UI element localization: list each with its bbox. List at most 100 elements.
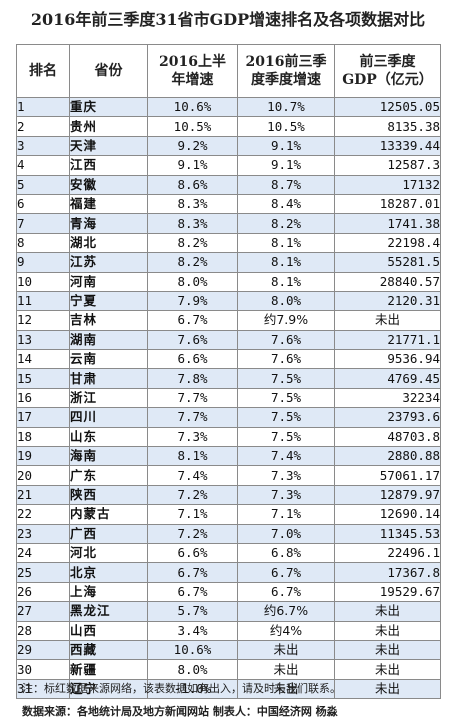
table-row: 14 云南 6.6% 7.6% 9536.94 xyxy=(16,349,441,370)
q3-growth-cell: 8.1% xyxy=(237,232,335,254)
q3-growth-cell: 8.1% xyxy=(237,271,335,292)
rank-cell: 17 xyxy=(16,407,70,428)
q3-growth-cell: 10.7% xyxy=(237,96,335,118)
q3-growth-cell: 9.1% xyxy=(237,135,335,157)
table-row: 29 西藏 10.6% 未出 未出 xyxy=(16,639,441,661)
rank-cell: 13 xyxy=(16,329,70,351)
h1-growth-cell: 10.6% xyxy=(147,639,238,661)
rank-cell: 14 xyxy=(16,349,70,370)
rank-cell: 7 xyxy=(16,213,70,234)
table-row: 2 贵州 10.5% 10.5% 8135.38 xyxy=(16,116,441,137)
table-row: 3 天津 9.2% 9.1% 13339.44 xyxy=(16,135,441,157)
rank-cell: 24 xyxy=(16,542,70,564)
province-cell: 山东 xyxy=(69,426,148,448)
gdp-cell: 2880.88 xyxy=(334,446,441,467)
rank-cell: 27 xyxy=(16,601,70,622)
table-row: 7 青海 8.3% 8.2% 1741.38 xyxy=(16,213,441,234)
table-row: 27 黑龙江 5.7% 约6.7% 未出 xyxy=(16,601,441,622)
province-cell: 湖北 xyxy=(69,232,148,254)
rank-cell: 21 xyxy=(16,484,70,506)
table-header-row: 排名 省份 2016上半 年增速 2016前三季 度季度增速 前三季度 GDP（… xyxy=(16,44,441,98)
gdp-cell: 1741.38 xyxy=(334,213,441,234)
province-cell: 宁夏 xyxy=(69,290,148,312)
table-row: 18 山东 7.3% 7.5% 48703.8 xyxy=(16,426,441,448)
q3-growth-cell: 7.5% xyxy=(237,407,335,428)
h1-growth-cell: 8.0% xyxy=(147,659,238,680)
table-row: 16 浙江 7.7% 7.5% 32234 xyxy=(16,387,441,409)
table-row: 20 广东 7.4% 7.3% 57061.17 xyxy=(16,465,441,486)
gdp-cell: 19529.67 xyxy=(334,581,441,603)
table-row: 19 海南 8.1% 7.4% 2880.88 xyxy=(16,446,441,467)
table-row: 1 重庆 10.6% 10.7% 12505.05 xyxy=(16,96,441,118)
rank-cell: 28 xyxy=(16,620,70,641)
table-row: 8 湖北 8.2% 8.1% 22198.4 xyxy=(16,232,441,254)
table-row: 30 新疆 8.0% 未出 未出 xyxy=(16,659,441,680)
rank-cell: 1 xyxy=(16,96,70,118)
h1-growth-cell: 8.2% xyxy=(147,252,238,273)
q3-growth-cell: 7.3% xyxy=(237,484,335,506)
table-row: 4 江西 9.1% 9.1% 12587.3 xyxy=(16,155,441,176)
table-row: 12 吉林 6.7% 约7.9% 未出 xyxy=(16,310,441,331)
q3-growth-cell: 8.1% xyxy=(237,252,335,273)
h1-growth-cell: 7.9% xyxy=(147,290,238,312)
footnote: 注：标红数据来源网络，该表数据如有出入，请及时与我们联系。 xyxy=(22,682,341,695)
h1-growth-cell: 10.6% xyxy=(147,96,238,118)
q3-growth-cell: 7.5% xyxy=(237,387,335,409)
gdp-cell: 17367.8 xyxy=(334,562,441,583)
gdp-cell: 55281.5 xyxy=(334,252,441,273)
rank-cell: 20 xyxy=(16,465,70,486)
h1-growth-cell: 7.1% xyxy=(147,504,238,525)
province-cell: 新疆 xyxy=(69,659,148,680)
header-gdp-line1: 前三季度 xyxy=(359,54,416,70)
table-row: 25 北京 6.7% 6.7% 17367.8 xyxy=(16,562,441,583)
h1-growth-cell: 8.2% xyxy=(147,232,238,254)
h1-growth-cell: 8.3% xyxy=(147,193,238,215)
header-h1-line1: 2016上半 xyxy=(159,54,226,70)
province-cell: 海南 xyxy=(69,446,148,467)
header-q3-line2: 度季度增速 xyxy=(251,72,321,88)
table-row: 11 宁夏 7.9% 8.0% 2120.31 xyxy=(16,290,441,312)
data-source: 数据来源：各地统计局及地方新闻网站 制表人：中国经济网 杨淼 xyxy=(22,705,338,718)
q3-growth-cell: 7.6% xyxy=(237,349,335,370)
province-cell: 甘肃 xyxy=(69,368,148,389)
h1-growth-cell: 5.7% xyxy=(147,601,238,622)
gdp-cell: 23793.6 xyxy=(334,407,441,428)
rank-cell: 26 xyxy=(16,581,70,603)
gdp-cell: 17132 xyxy=(334,174,441,195)
gdp-cell: 4769.45 xyxy=(334,368,441,389)
h1-growth-cell: 6.7% xyxy=(147,310,238,331)
h1-growth-cell: 7.3% xyxy=(147,426,238,448)
gdp-cell: 8135.38 xyxy=(334,116,441,137)
gdp-cell: 32234 xyxy=(334,387,441,409)
q3-growth-cell: 8.2% xyxy=(237,213,335,234)
header-q3-line1: 2016前三季 xyxy=(245,54,327,70)
q3-growth-cell: 7.5% xyxy=(237,368,335,389)
province-cell: 江西 xyxy=(69,155,148,176)
province-cell: 内蒙古 xyxy=(69,504,148,525)
rank-cell: 19 xyxy=(16,446,70,467)
q3-growth-cell: 8.7% xyxy=(237,174,335,195)
h1-growth-cell: 6.6% xyxy=(147,542,238,564)
header-rank: 排名 xyxy=(16,44,70,98)
gdp-cell: 未出 xyxy=(334,659,441,680)
province-cell: 天津 xyxy=(69,135,148,157)
h1-growth-cell: 6.7% xyxy=(147,562,238,583)
rank-cell: 23 xyxy=(16,523,70,544)
header-gdp-line2: GDP（亿元） xyxy=(342,72,433,88)
province-cell: 贵州 xyxy=(69,116,148,137)
gdp-cell: 2120.31 xyxy=(334,290,441,312)
gdp-cell: 12879.97 xyxy=(334,484,441,506)
table-row: 17 四川 7.7% 7.5% 23793.6 xyxy=(16,407,441,428)
province-cell: 西藏 xyxy=(69,639,148,661)
rank-cell: 30 xyxy=(16,659,70,680)
province-cell: 广东 xyxy=(69,465,148,486)
rank-cell: 9 xyxy=(16,252,70,273)
table-row: 5 安徽 8.6% 8.7% 17132 xyxy=(16,174,441,195)
h1-growth-cell: 7.6% xyxy=(147,329,238,351)
header-gdp: 前三季度 GDP（亿元） xyxy=(334,44,441,98)
q3-growth-cell: 7.5% xyxy=(237,426,335,448)
gdp-cell: 22496.1 xyxy=(334,542,441,564)
q3-growth-cell: 未出 xyxy=(237,678,335,700)
q3-growth-cell: 未出 xyxy=(237,639,335,661)
gdp-cell: 11345.53 xyxy=(334,523,441,544)
